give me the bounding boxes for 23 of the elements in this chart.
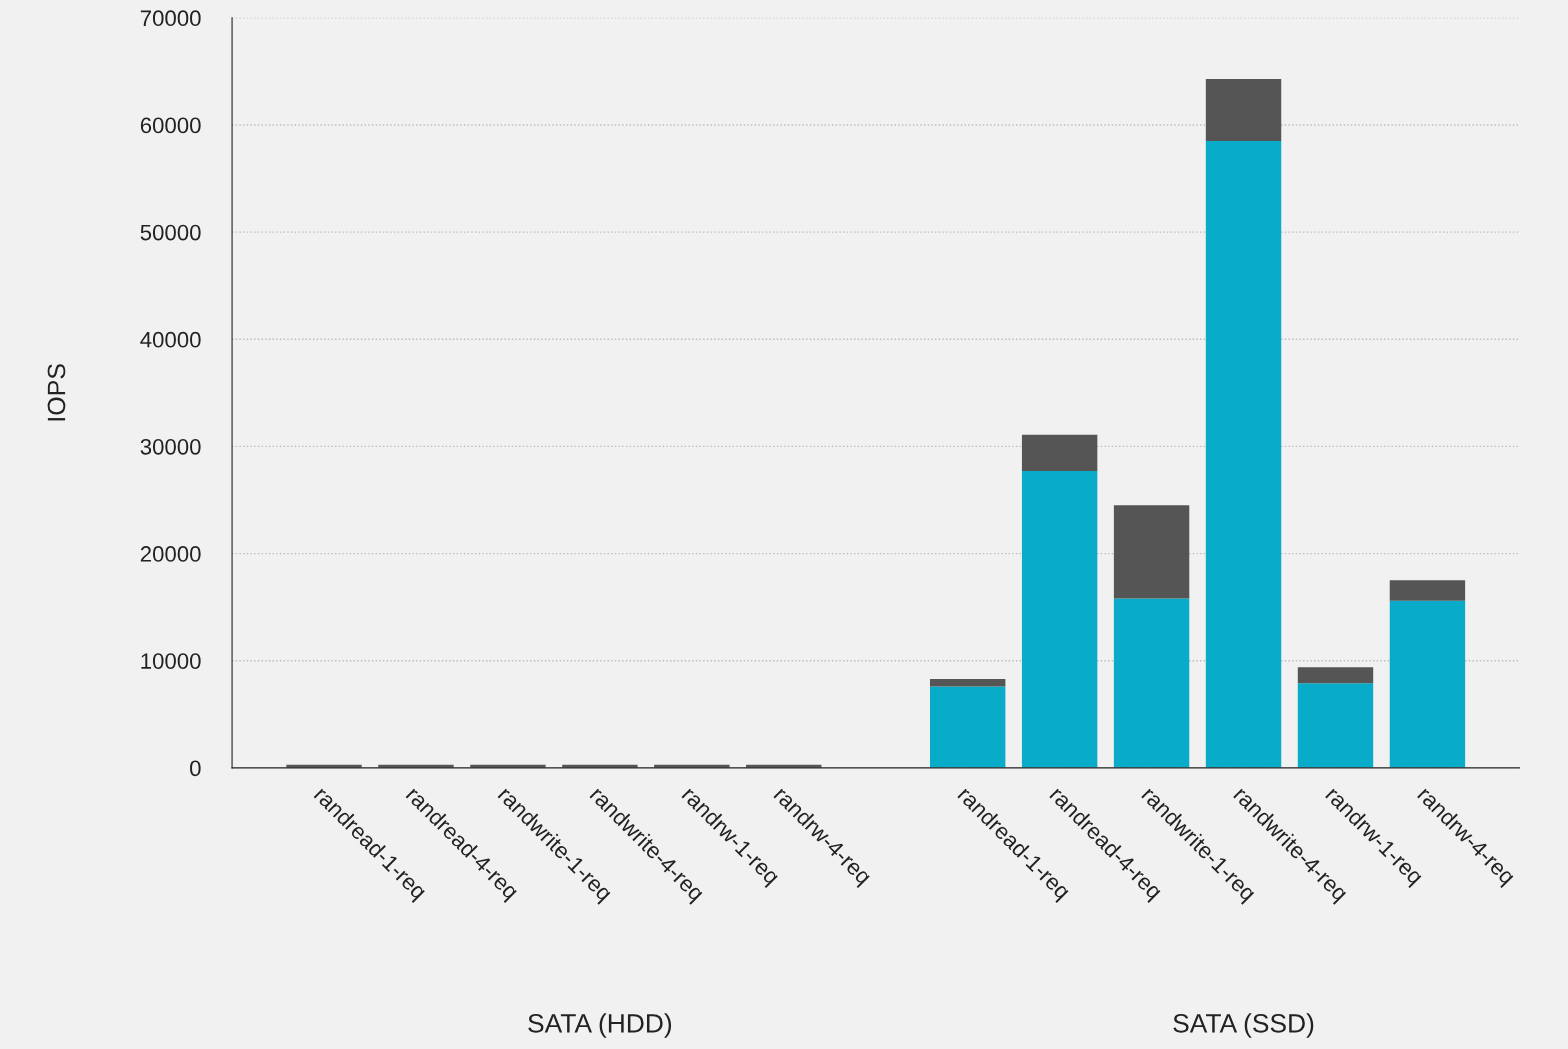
y-axis-title: IOPS [47,364,66,421]
y-tick-label: 70000 [140,10,201,27]
bar [1021,434,1098,472]
bar [929,678,1006,687]
y-tick-label: 40000 [140,331,201,348]
y-tick-label: 10000 [141,653,201,669]
bar [1389,600,1466,768]
bar [1297,667,1374,684]
bar [1113,598,1190,768]
y-tick-label: 20000 [140,546,201,562]
bar [929,686,1006,768]
bar [1205,141,1282,768]
y-tick-label: 60000 [140,117,201,134]
bar [1389,580,1466,601]
bar [1205,78,1282,142]
y-tick-label: 0 [190,760,201,777]
y-tick-label: 50000 [140,224,201,241]
bar [1021,471,1098,768]
bar [1113,505,1190,599]
bar [1297,683,1374,768]
text: SATA (SSD) [1173,1013,1314,1038]
text: SATA (HDD) [528,1013,672,1038]
y-tick-label: 30000 [140,438,201,455]
